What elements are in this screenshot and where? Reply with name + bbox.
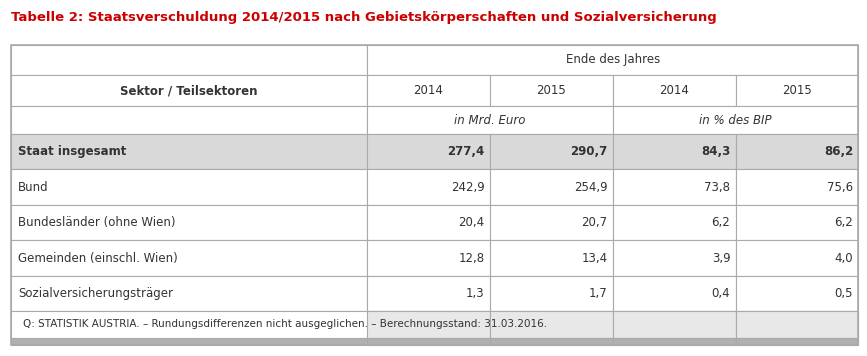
Text: in Mrd. Euro: in Mrd. Euro xyxy=(454,114,525,127)
Text: 277,4: 277,4 xyxy=(447,145,485,158)
Text: 20,7: 20,7 xyxy=(582,216,608,229)
Text: 84,3: 84,3 xyxy=(701,145,730,158)
Text: Gemeinden (einschl. Wien): Gemeinden (einschl. Wien) xyxy=(18,252,178,265)
Text: 2015: 2015 xyxy=(782,84,812,97)
Text: Ende des Jahres: Ende des Jahres xyxy=(565,53,660,67)
Text: 6,2: 6,2 xyxy=(834,216,853,229)
Text: 242,9: 242,9 xyxy=(451,181,485,194)
Text: Sektor / Teilsektoren: Sektor / Teilsektoren xyxy=(121,84,257,97)
Text: 73,8: 73,8 xyxy=(704,181,730,194)
Text: 2015: 2015 xyxy=(537,84,566,97)
Text: 1,7: 1,7 xyxy=(589,287,608,300)
Text: 4,0: 4,0 xyxy=(835,252,853,265)
Text: 12,8: 12,8 xyxy=(459,252,485,265)
Text: Sozialversicherungsträger: Sozialversicherungsträger xyxy=(18,287,173,300)
Text: 0,4: 0,4 xyxy=(712,287,730,300)
Text: Q: STATISTIK AUSTRIA. – Rundungsdifferenzen nicht ausgeglichen. – Berechnungssta: Q: STATISTIK AUSTRIA. – Rundungsdifferen… xyxy=(23,319,547,330)
Text: Bund: Bund xyxy=(18,181,49,194)
Text: 1,3: 1,3 xyxy=(466,287,485,300)
Text: 2014: 2014 xyxy=(414,84,443,97)
Text: Bundesländer (ohne Wien): Bundesländer (ohne Wien) xyxy=(18,216,176,229)
Text: 2014: 2014 xyxy=(659,84,689,97)
Text: 0,5: 0,5 xyxy=(835,287,853,300)
Text: 75,6: 75,6 xyxy=(827,181,853,194)
Text: in % des BIP: in % des BIP xyxy=(699,114,772,127)
Text: 3,9: 3,9 xyxy=(712,252,730,265)
Text: 86,2: 86,2 xyxy=(824,145,853,158)
Text: 290,7: 290,7 xyxy=(570,145,608,158)
Text: Staat insgesamt: Staat insgesamt xyxy=(18,145,127,158)
Text: 20,4: 20,4 xyxy=(459,216,485,229)
Text: 6,2: 6,2 xyxy=(712,216,730,229)
Text: 13,4: 13,4 xyxy=(582,252,608,265)
Text: 254,9: 254,9 xyxy=(574,181,608,194)
Text: Tabelle 2: Staatsverschuldung 2014/2015 nach Gebietskörperschaften und Sozialver: Tabelle 2: Staatsverschuldung 2014/2015 … xyxy=(11,11,717,24)
